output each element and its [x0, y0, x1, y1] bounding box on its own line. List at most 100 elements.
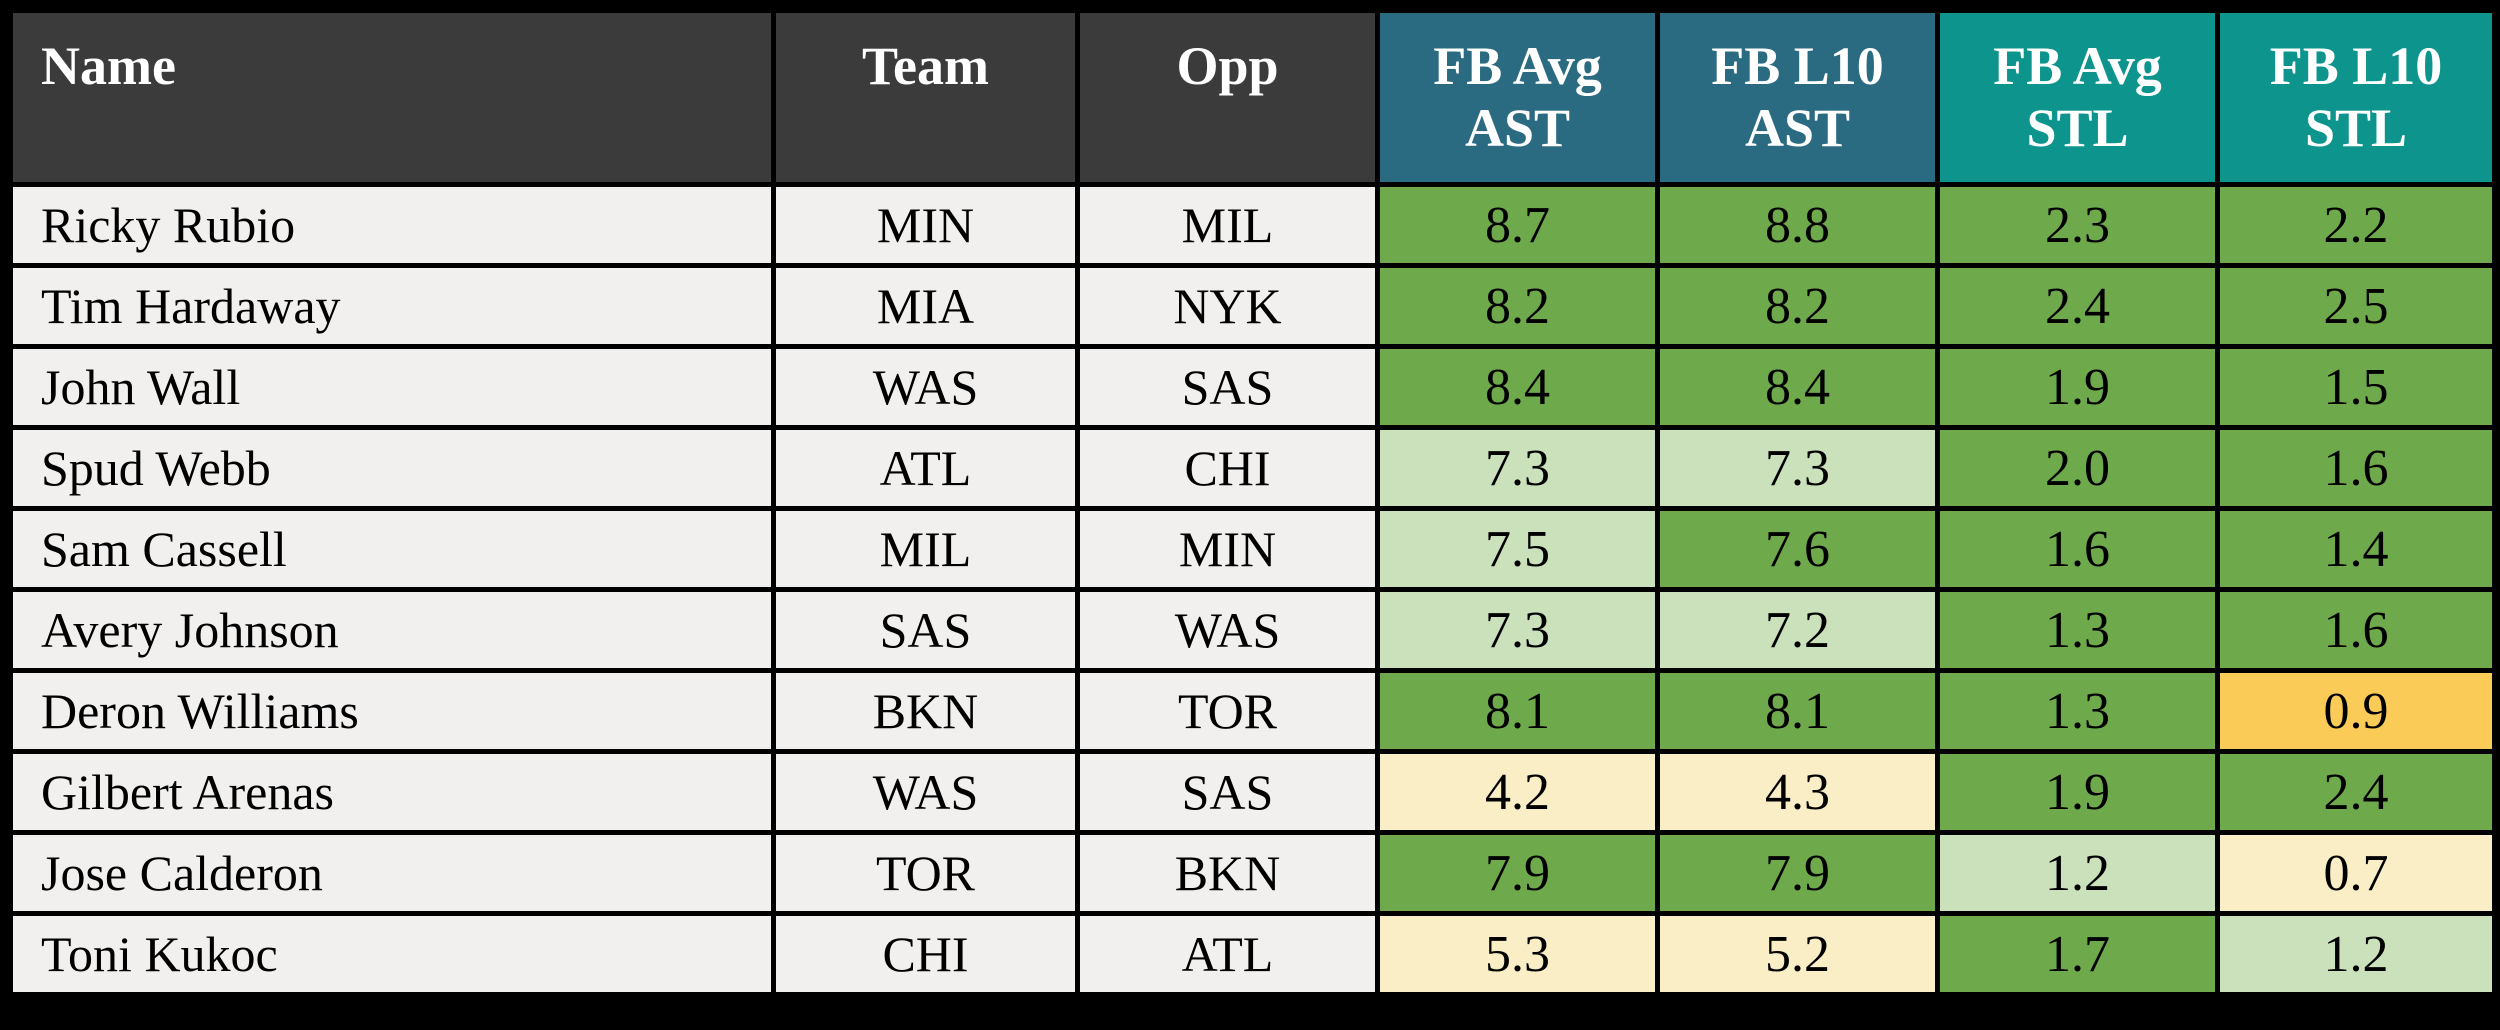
column-header-fb-l10-stl[interactable]: FB L10 STL: [2215, 8, 2497, 187]
stat-fb-l10-stl: 2.4: [2215, 749, 2497, 835]
table-row: Avery Johnson SAS WAS 7.3 7.2 1.3 1.6: [8, 587, 2497, 673]
header-line-1: FB L10: [1711, 36, 1884, 96]
player-name: John Wall: [8, 344, 776, 430]
stat-fb-l10-stl: 2.2: [2215, 182, 2497, 268]
team-abbrev: CHI: [771, 911, 1080, 997]
player-name: Toni Kukoc: [8, 911, 776, 997]
table-row: Toni Kukoc CHI ATL 5.3 5.2 1.7 1.2: [8, 911, 2497, 997]
stat-fb-avg-ast: 7.3: [1375, 425, 1660, 511]
table-row: Tim Hardaway MIA NYK 8.2 8.2 2.4 2.5: [8, 263, 2497, 349]
opponent-abbrev: WAS: [1075, 587, 1380, 673]
stat-fb-avg-ast: 8.1: [1375, 668, 1660, 754]
team-abbrev: WAS: [771, 344, 1080, 430]
team-abbrev: MIN: [771, 182, 1080, 268]
player-name: Sam Cassell: [8, 506, 776, 592]
column-header-fb-avg-stl[interactable]: FB Avg STL: [1935, 8, 2220, 187]
stat-fb-avg-stl: 2.0: [1935, 425, 2220, 511]
player-name: Tim Hardaway: [8, 263, 776, 349]
table-header: Name Team Opp FB Avg AST FB L10 AST FB A…: [8, 8, 2497, 187]
header-line-2: AST: [1464, 98, 1571, 158]
opponent-abbrev: NYK: [1075, 263, 1380, 349]
column-header-fb-l10-ast[interactable]: FB L10 AST: [1655, 8, 1940, 187]
player-name: Avery Johnson: [8, 587, 776, 673]
header-line-1: FB L10: [2269, 36, 2443, 96]
stat-fb-avg-ast: 8.7: [1375, 182, 1660, 268]
team-abbrev: BKN: [771, 668, 1080, 754]
stat-fb-l10-stl: 1.4: [2215, 506, 2497, 592]
stat-fb-l10-ast: 4.3: [1655, 749, 1940, 835]
header-line-2: AST: [1744, 98, 1851, 158]
team-abbrev: MIL: [771, 506, 1080, 592]
stat-fb-avg-ast: 7.3: [1375, 587, 1660, 673]
team-abbrev: ATL: [771, 425, 1080, 511]
header-line-2: STL: [2304, 98, 2408, 158]
opponent-abbrev: MIL: [1075, 182, 1380, 268]
column-header-opp[interactable]: Opp: [1075, 8, 1380, 187]
stat-fb-l10-stl: 1.2: [2215, 911, 2497, 997]
stat-fb-l10-stl: 1.6: [2215, 425, 2497, 511]
header-line-1: FB Avg: [1433, 36, 1602, 96]
opponent-abbrev: SAS: [1075, 749, 1380, 835]
stat-fb-l10-ast: 7.2: [1655, 587, 1940, 673]
team-abbrev: TOR: [771, 830, 1080, 916]
opponent-abbrev: CHI: [1075, 425, 1380, 511]
column-header-name[interactable]: Name: [8, 8, 776, 187]
stat-fb-l10-ast: 7.3: [1655, 425, 1940, 511]
opponent-abbrev: TOR: [1075, 668, 1380, 754]
stat-fb-avg-stl: 1.3: [1935, 587, 2220, 673]
stat-fb-avg-stl: 1.7: [1935, 911, 2220, 997]
opponent-abbrev: SAS: [1075, 344, 1380, 430]
header-line-1: FB Avg: [1993, 36, 2162, 96]
stat-fb-l10-stl: 2.5: [2215, 263, 2497, 349]
stat-fb-avg-ast: 8.4: [1375, 344, 1660, 430]
team-abbrev: MIA: [771, 263, 1080, 349]
table-row: Gilbert Arenas WAS SAS 4.2 4.3 1.9 2.4: [8, 749, 2497, 835]
stat-fb-l10-stl: 0.9: [2215, 668, 2497, 754]
player-name: Spud Webb: [8, 425, 776, 511]
stat-fb-l10-ast: 8.8: [1655, 182, 1940, 268]
stat-fb-avg-ast: 5.3: [1375, 911, 1660, 997]
stat-fb-avg-stl: 1.9: [1935, 749, 2220, 835]
stat-fb-l10-ast: 8.2: [1655, 263, 1940, 349]
opponent-abbrev: MIN: [1075, 506, 1380, 592]
stat-fb-avg-stl: 2.3: [1935, 182, 2220, 268]
stat-fb-avg-ast: 4.2: [1375, 749, 1660, 835]
opponent-abbrev: BKN: [1075, 830, 1380, 916]
player-name: Ricky Rubio: [8, 182, 776, 268]
stat-fb-l10-ast: 8.4: [1655, 344, 1940, 430]
stat-fb-l10-ast: 8.1: [1655, 668, 1940, 754]
column-header-fb-avg-ast[interactable]: FB Avg AST: [1375, 8, 1660, 187]
column-header-team[interactable]: Team: [771, 8, 1080, 187]
table-row: John Wall WAS SAS 8.4 8.4 1.9 1.5: [8, 344, 2497, 430]
table-row: Sam Cassell MIL MIN 7.5 7.6 1.6 1.4: [8, 506, 2497, 592]
opponent-abbrev: ATL: [1075, 911, 1380, 997]
stat-fb-l10-ast: 5.2: [1655, 911, 1940, 997]
stat-fb-l10-stl: 0.7: [2215, 830, 2497, 916]
stat-fb-l10-ast: 7.6: [1655, 506, 1940, 592]
header-line-2: STL: [2026, 98, 2129, 158]
stat-fb-avg-ast: 7.5: [1375, 506, 1660, 592]
team-abbrev: SAS: [771, 587, 1080, 673]
player-name: Jose Calderon: [8, 830, 776, 916]
stat-fb-avg-stl: 1.2: [1935, 830, 2220, 916]
table-row: Ricky Rubio MIN MIL 8.7 8.8 2.3 2.2: [8, 182, 2497, 268]
header-row: Name Team Opp FB Avg AST FB L10 AST FB A…: [8, 8, 2497, 187]
stat-fb-l10-stl: 1.5: [2215, 344, 2497, 430]
table-row: Jose Calderon TOR BKN 7.9 7.9 1.2 0.7: [8, 830, 2497, 916]
stat-fb-l10-ast: 7.9: [1655, 830, 1940, 916]
stat-fb-avg-ast: 8.2: [1375, 263, 1660, 349]
stat-fb-avg-stl: 1.9: [1935, 344, 2220, 430]
player-stats-table: Name Team Opp FB Avg AST FB L10 AST FB A…: [8, 8, 2497, 997]
player-name: Gilbert Arenas: [8, 749, 776, 835]
stat-fb-avg-stl: 2.4: [1935, 263, 2220, 349]
table-row: Deron Williams BKN TOR 8.1 8.1 1.3 0.9: [8, 668, 2497, 754]
player-name: Deron Williams: [8, 668, 776, 754]
stat-fb-avg-stl: 1.3: [1935, 668, 2220, 754]
team-abbrev: WAS: [771, 749, 1080, 835]
stat-fb-avg-ast: 7.9: [1375, 830, 1660, 916]
table-row: Spud Webb ATL CHI 7.3 7.3 2.0 1.6: [8, 425, 2497, 511]
stat-fb-avg-stl: 1.6: [1935, 506, 2220, 592]
stat-fb-l10-stl: 1.6: [2215, 587, 2497, 673]
table-body: Ricky Rubio MIN MIL 8.7 8.8 2.3 2.2 Tim …: [8, 182, 2497, 997]
